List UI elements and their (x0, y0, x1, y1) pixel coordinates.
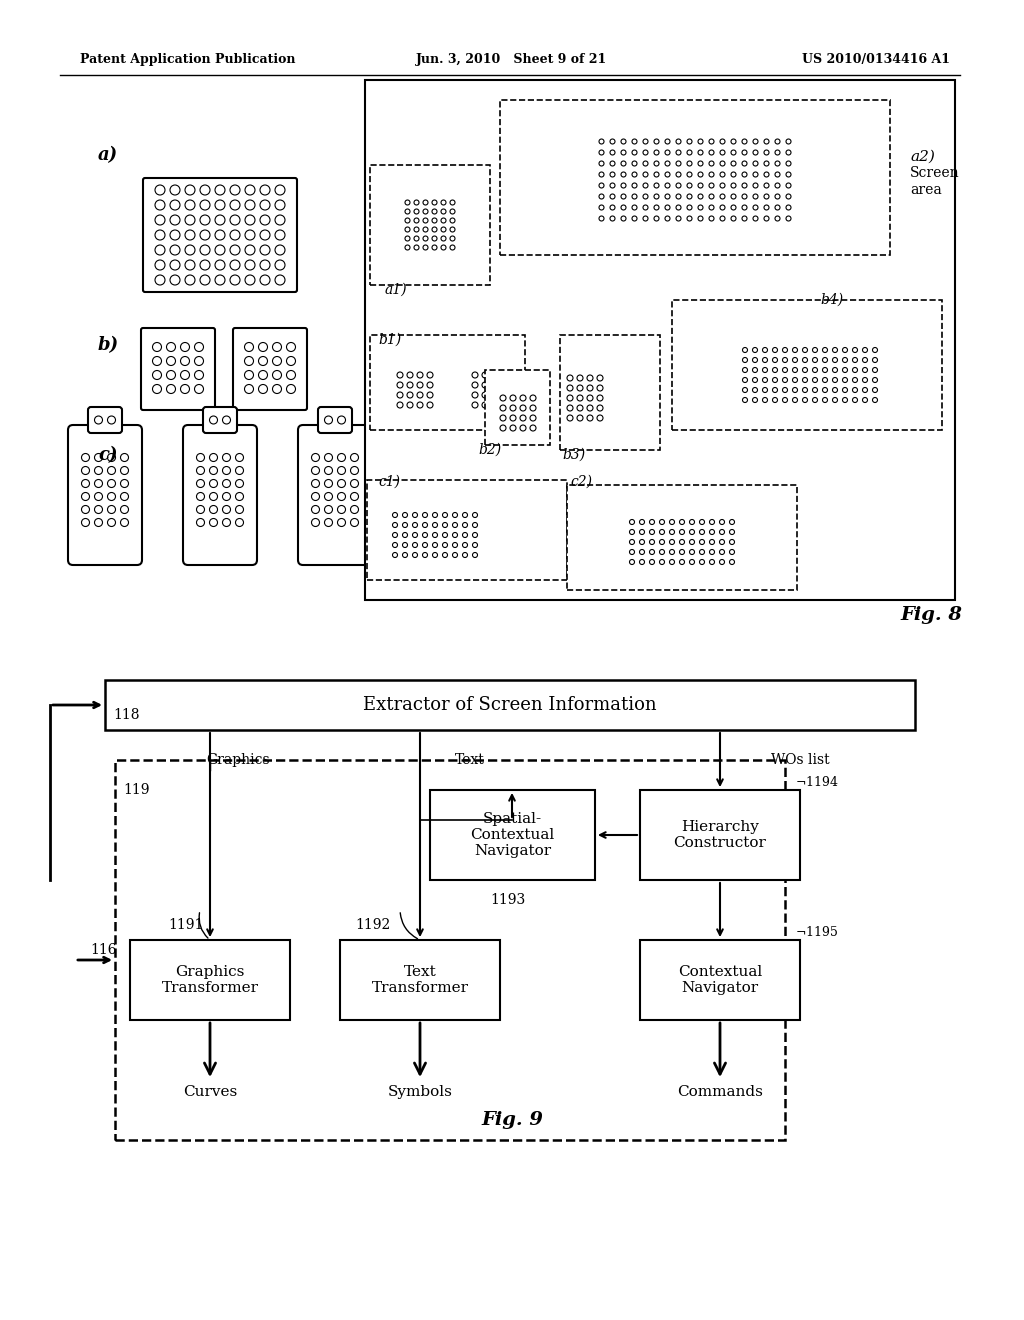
FancyBboxPatch shape (233, 327, 307, 411)
Bar (340, 940, 500, 1020)
Text: 118: 118 (113, 708, 139, 722)
Bar (500, 100, 890, 255)
Text: US 2010/0134416 A1: US 2010/0134416 A1 (802, 54, 950, 66)
Bar (567, 484, 797, 590)
Bar (485, 370, 550, 445)
FancyBboxPatch shape (298, 425, 372, 565)
Text: WOs list: WOs list (771, 752, 829, 767)
Text: Fig. 8: Fig. 8 (900, 606, 962, 624)
Text: Curves: Curves (183, 1085, 238, 1100)
Bar (560, 335, 660, 450)
Bar (367, 480, 567, 579)
Bar (370, 335, 525, 430)
Text: Text: Text (455, 752, 485, 767)
Text: Commands: Commands (677, 1085, 763, 1100)
Text: a1): a1) (385, 282, 408, 297)
FancyBboxPatch shape (203, 407, 237, 433)
Text: Graphics: Graphics (206, 752, 269, 767)
Text: Symbols: Symbols (387, 1085, 453, 1100)
Text: b4): b4) (820, 293, 843, 308)
Text: Hierarchy
Constructor: Hierarchy Constructor (674, 820, 766, 850)
FancyBboxPatch shape (141, 327, 215, 411)
Text: Spatial-
Contextual
Navigator: Spatial- Contextual Navigator (470, 812, 555, 858)
Bar (640, 940, 800, 1020)
Text: 119: 119 (123, 783, 150, 797)
Bar (115, 760, 785, 1140)
Bar (640, 789, 800, 880)
Text: b3): b3) (562, 447, 585, 462)
Bar (370, 165, 490, 285)
Text: a): a) (98, 147, 118, 164)
Text: Patent Application Publication: Patent Application Publication (80, 54, 296, 66)
Text: $\neg$1195: $\neg$1195 (795, 925, 839, 939)
Text: Jun. 3, 2010   Sheet 9 of 21: Jun. 3, 2010 Sheet 9 of 21 (417, 54, 607, 66)
Text: 116: 116 (90, 942, 117, 957)
Text: 1192: 1192 (355, 917, 390, 932)
Text: Screen: Screen (910, 166, 959, 180)
Bar (105, 680, 915, 730)
Text: area: area (910, 183, 942, 197)
Text: c2): c2) (570, 475, 592, 488)
FancyBboxPatch shape (183, 425, 257, 565)
FancyBboxPatch shape (318, 407, 352, 433)
Text: 1191: 1191 (168, 917, 204, 932)
Text: 1193: 1193 (490, 894, 525, 907)
Text: c1): c1) (378, 475, 400, 488)
Bar (365, 81, 955, 601)
FancyBboxPatch shape (88, 407, 122, 433)
Bar (130, 940, 290, 1020)
Text: Fig. 9: Fig. 9 (481, 1111, 543, 1129)
Text: $\neg$1194: $\neg$1194 (795, 775, 839, 789)
Text: Text
Transformer: Text Transformer (372, 965, 469, 995)
FancyBboxPatch shape (143, 178, 297, 292)
Text: b): b) (98, 337, 119, 354)
Text: b2): b2) (478, 444, 501, 457)
FancyBboxPatch shape (68, 425, 142, 565)
Text: b1): b1) (378, 333, 401, 347)
Text: Contextual
Navigator: Contextual Navigator (678, 965, 762, 995)
Bar (672, 300, 942, 430)
Text: a2): a2) (910, 150, 935, 164)
Text: Graphics
Transformer: Graphics Transformer (162, 965, 258, 995)
Bar (430, 789, 595, 880)
Text: Extractor of Screen Information: Extractor of Screen Information (364, 696, 656, 714)
Text: c): c) (98, 446, 118, 465)
